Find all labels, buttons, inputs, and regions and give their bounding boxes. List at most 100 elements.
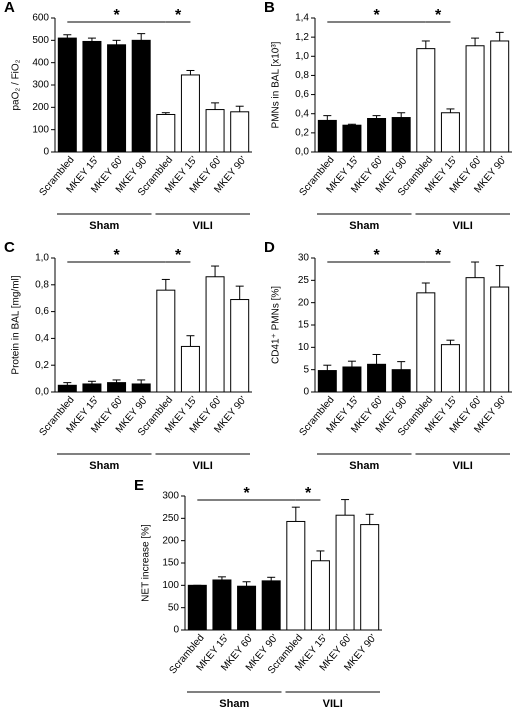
bar — [367, 118, 387, 153]
y-tick-label: 50 — [168, 602, 180, 613]
bar — [107, 382, 127, 393]
group-label: VILI — [193, 220, 213, 232]
group-label: VILI — [323, 698, 343, 710]
significance-star: * — [435, 247, 442, 264]
significance-star: * — [435, 7, 442, 24]
bar — [440, 112, 460, 153]
significance-star: * — [175, 7, 182, 24]
y-tick-label: 0,8 — [295, 70, 309, 81]
bar — [212, 579, 232, 631]
significance-star: * — [113, 7, 120, 24]
y-tick-label: 300 — [162, 491, 179, 502]
y-tick-label: 0 — [173, 625, 179, 636]
y-tick-label: 0 — [43, 147, 49, 158]
bar — [465, 277, 485, 393]
y-tick-label: 10 — [298, 342, 310, 353]
panel-label: E — [134, 477, 144, 494]
bar — [205, 276, 225, 393]
y-tick-label: 400 — [32, 57, 49, 68]
bar — [440, 344, 460, 393]
significance-star: * — [113, 247, 120, 264]
bar — [367, 363, 387, 393]
bar — [465, 45, 485, 153]
bar — [416, 292, 436, 393]
bar — [490, 286, 510, 393]
y-tick-label: 20 — [298, 297, 310, 308]
y-tick-label: 200 — [162, 535, 179, 546]
y-tick-label: 0,6 — [295, 89, 309, 100]
bar — [335, 514, 355, 631]
group-label: Sham — [349, 460, 379, 472]
significance-star: * — [175, 247, 182, 264]
bar — [230, 299, 250, 393]
y-tick-label: 30 — [298, 253, 310, 264]
y-tick-label: 0 — [303, 387, 309, 398]
bar — [131, 383, 151, 393]
bar — [107, 44, 127, 153]
y-tick-label: 500 — [32, 35, 49, 46]
bar — [205, 109, 225, 153]
bar — [187, 584, 207, 631]
significance-star: * — [243, 485, 250, 502]
group-label: VILI — [453, 460, 473, 472]
bar — [490, 40, 510, 153]
significance-star: * — [373, 7, 380, 24]
bar — [82, 40, 102, 153]
y-tick-label: 600 — [32, 13, 49, 24]
y-tick-label: 1,2 — [295, 32, 309, 43]
y-tick-label: 0,2 — [35, 360, 49, 371]
y-tick-label: 0,4 — [35, 333, 49, 344]
significance-star: * — [373, 247, 380, 264]
y-axis-label: PMNs in BAL [x10³] — [271, 41, 282, 128]
significance-star: * — [305, 485, 312, 502]
panel-label: C — [4, 239, 15, 256]
bar — [317, 370, 337, 393]
bar — [180, 345, 200, 393]
bar — [317, 119, 337, 153]
y-tick-label: 200 — [32, 102, 49, 113]
bar — [57, 37, 77, 153]
group-label: Sham — [349, 220, 379, 232]
bar — [391, 369, 411, 393]
y-tick-label: 25 — [298, 275, 310, 286]
group-label: Sham — [219, 698, 249, 710]
y-tick-label: 1,4 — [295, 13, 309, 24]
y-tick-label: 0,8 — [35, 279, 49, 290]
bar — [131, 39, 151, 153]
panel-label: B — [264, 0, 275, 16]
bar — [360, 524, 380, 631]
group-label: Sham — [89, 220, 119, 232]
bar — [180, 74, 200, 153]
bar — [261, 580, 281, 631]
y-tick-label: 100 — [32, 124, 49, 135]
panel-label: A — [4, 0, 15, 16]
bar — [230, 111, 250, 153]
bar — [286, 520, 306, 631]
bar — [342, 124, 362, 153]
group-label: VILI — [453, 220, 473, 232]
y-tick-label: 0,6 — [35, 306, 49, 317]
y-tick-label: 300 — [32, 80, 49, 91]
y-axis-label: Protein in BAL [mg/ml] — [11, 275, 22, 374]
bar — [391, 117, 411, 153]
y-tick-label: 0,4 — [295, 108, 309, 119]
y-tick-label: 100 — [162, 580, 179, 591]
y-tick-label: 0,2 — [295, 127, 309, 138]
y-tick-label: 1,0 — [35, 253, 49, 264]
y-axis-label: NET increase [%] — [141, 524, 152, 602]
y-axis-label: CD41⁺ PMNs [%] — [271, 286, 282, 364]
bar — [156, 289, 176, 393]
y-tick-label: 5 — [303, 364, 309, 375]
y-tick-label: 250 — [162, 513, 179, 524]
y-tick-label: 150 — [162, 558, 179, 569]
y-axis-label: paO₂ / FiO₂ — [11, 59, 22, 110]
bar — [57, 384, 77, 393]
bar — [156, 113, 176, 153]
panel-label: D — [264, 239, 275, 256]
bar — [342, 366, 362, 393]
y-tick-label: 1,0 — [295, 51, 309, 62]
group-label: VILI — [193, 460, 213, 472]
y-tick-label: 0,0 — [295, 147, 309, 158]
y-tick-label: 15 — [298, 320, 310, 331]
